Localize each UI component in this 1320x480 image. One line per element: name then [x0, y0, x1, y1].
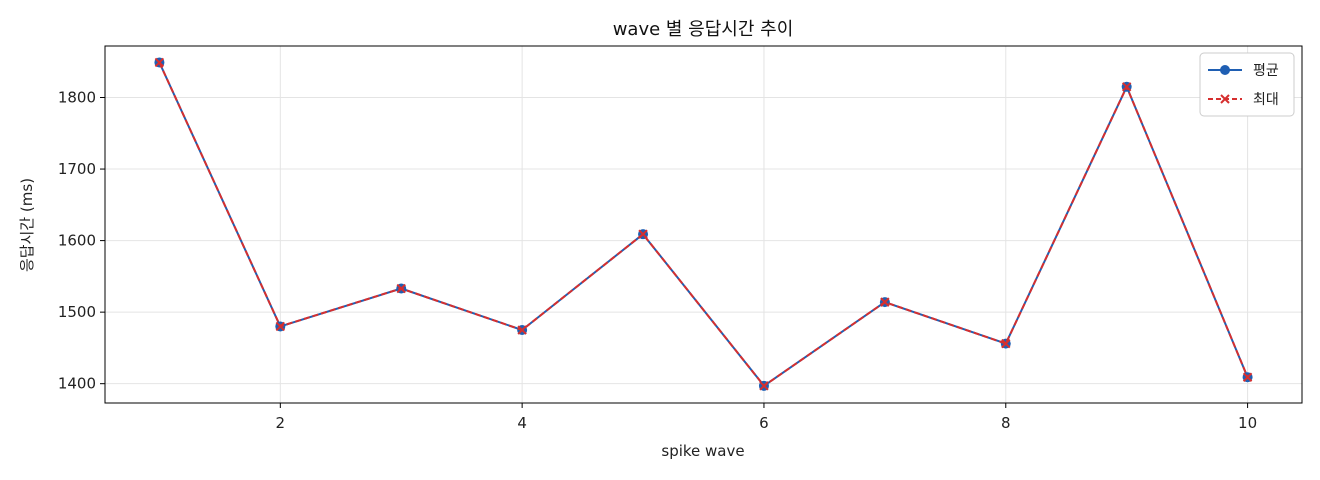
axis-ticks: 2 4 6 8 10 1400 1500 1600 1700 1800: [58, 89, 1257, 432]
x-tick-label: 10: [1238, 414, 1257, 432]
legend-entry-avg: 평균: [1208, 63, 1279, 79]
legend: 평균 최대: [1199, 52, 1295, 117]
x-axis-title: spike wave: [661, 442, 744, 460]
y-tick-label: 1600: [58, 232, 96, 250]
data-point-max: [759, 381, 769, 391]
chart-title: wave 별 응답시간 추이: [613, 19, 794, 40]
plot-area: [104, 45, 1303, 404]
legend-box: [1199, 52, 1295, 117]
x-tick-label: 8: [1001, 414, 1011, 432]
series-line-max: [158, 62, 1249, 387]
data-point-max: [1001, 338, 1011, 349]
y-tick-label: 1800: [58, 89, 96, 107]
data-point-max: [880, 297, 890, 307]
x-tick-label: 6: [759, 414, 769, 432]
legend-label-max: 최대: [1253, 92, 1279, 108]
series-lines: [154, 57, 1253, 391]
y-tick-label: 1500: [58, 303, 96, 321]
legend-marker-max: [1220, 94, 1230, 104]
grid-lines: [105, 46, 1302, 403]
y-tick-label: 1400: [58, 375, 96, 393]
y-tick-label: 1700: [58, 160, 96, 178]
legend-label-avg: 평균: [1253, 63, 1279, 79]
x-tick-label: 2: [276, 414, 286, 432]
x-tick-label: 4: [517, 414, 527, 432]
data-point-max: [275, 321, 286, 332]
legend-entry-max: 최대: [1208, 92, 1279, 108]
data-point-max: [396, 283, 406, 294]
data-point-max: [1242, 372, 1253, 382]
data-point-max: [638, 229, 648, 239]
data-point-max: [154, 57, 165, 68]
legend-marker-avg: [1220, 65, 1230, 75]
y-axis-title: 응답시간 (ms): [18, 178, 36, 272]
data-point-max: [1121, 82, 1132, 92]
data-point-max: [517, 325, 527, 335]
